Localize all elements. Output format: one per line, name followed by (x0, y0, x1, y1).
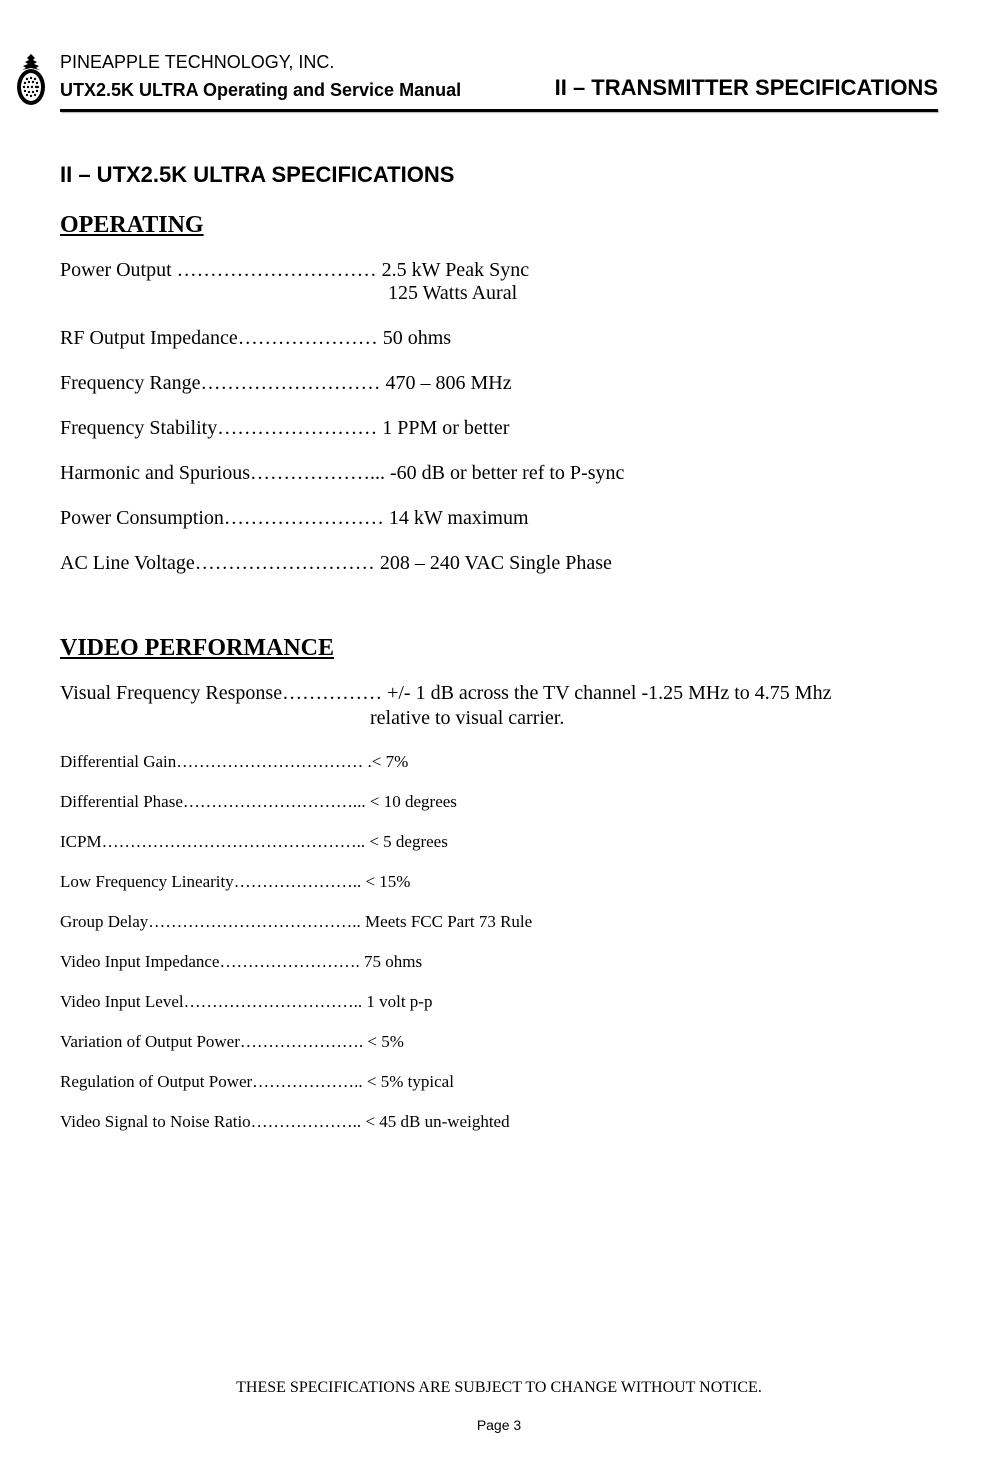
spec-label: Frequency Range……………………… (60, 372, 386, 395)
spec-label: Power Output ………………………… (60, 259, 382, 282)
spec-row: Video Input Level………………………….. 1 volt p-p (60, 992, 938, 1012)
spec-label: Low Frequency Linearity………………….. (60, 872, 365, 892)
main-title: II – UTX2.5K ULTRA SPECIFICATIONS (60, 162, 938, 188)
spec-value-line2: relative to visual carrier. (370, 707, 938, 730)
spec-label: Power Consumption…………………… (60, 507, 389, 530)
spec-label: ICPM……………………………………….. (60, 832, 369, 852)
content-area: II – UTX2.5K ULTRA SPECIFICATIONS OPERAT… (60, 162, 938, 1132)
header-row: UTX2.5K ULTRA Operating and Service Manu… (60, 75, 938, 101)
spec-value: -60 dB or better ref to P-sync (390, 462, 624, 485)
spec-label: AC Line Voltage……………………… (60, 552, 380, 575)
header-divider (60, 109, 938, 112)
spec-label: Differential Phase…………………………... (60, 792, 370, 812)
spec-value: < 5% typical (367, 1072, 454, 1092)
spec-value: 208 – 240 VAC Single Phase (380, 552, 612, 575)
spec-row: Visual Frequency Response…………… +/- 1 dB … (60, 682, 938, 705)
spec-label: Group Delay……………………………….. (60, 912, 365, 932)
spec-value-line2: 125 Watts Aural (388, 282, 938, 305)
spec-value: 14 kW maximum (389, 507, 529, 530)
spec-row: AC Line Voltage……………………… 208 – 240 VAC S… (60, 552, 938, 575)
spec-label: Variation of Output Power…………………. (60, 1032, 367, 1052)
spec-value: < 15% (365, 872, 410, 892)
spec-value: < 10 degrees (370, 792, 457, 812)
spec-row: ICPM……………………………………….. < 5 degrees (60, 832, 938, 852)
spec-label: RF Output Impedance………………… (60, 327, 383, 350)
spec-label: Video Input Level………………………….. (60, 992, 366, 1012)
spec-value: < 5 degrees (369, 832, 448, 852)
spec-label: Video Signal to Noise Ratio……………….. (60, 1112, 365, 1132)
spec-value: 75 ohms (364, 952, 422, 972)
spec-row: Differential Gain…………………………… . < 7% (60, 752, 938, 772)
spec-row: Variation of Output Power…………………. < 5% (60, 1032, 938, 1052)
manual-title: UTX2.5K ULTRA Operating and Service Manu… (60, 80, 461, 101)
spec-row: Frequency Stability…………………… 1 PPM or bet… (60, 417, 938, 440)
spec-label: Visual Frequency Response…………… (60, 682, 387, 705)
spec-value: < 7% (372, 752, 409, 772)
spec-label: Frequency Stability…………………… (60, 417, 382, 440)
spec-label: Differential Gain…………………………… . (60, 752, 372, 772)
video-title: VIDEO PERFORMANCE (60, 635, 938, 662)
spec-value: < 5% (367, 1032, 404, 1052)
spec-value: Meets FCC Part 73 Rule (365, 912, 532, 932)
spec-row: RF Output Impedance………………… 50 ohms (60, 327, 938, 350)
spec-row: Harmonic and Spurious………………... -60 dB or… (60, 462, 938, 485)
footer-note: THESE SPECIFICATIONS ARE SUBJECT TO CHAN… (0, 1379, 998, 1397)
spec-label: Harmonic and Spurious………………... (60, 462, 390, 485)
spec-row: Video Input Impedance……………………. 75 ohms (60, 952, 938, 972)
spec-row: Power Output ………………………… 2.5 kW Peak Sync (60, 259, 938, 282)
spec-value: < 45 dB un-weighted (365, 1112, 509, 1132)
spec-value: 1 volt p-p (366, 992, 432, 1012)
spec-row: Low Frequency Linearity………………….. < 15% (60, 872, 938, 892)
spec-row: Differential Phase…………………………... < 10 deg… (60, 792, 938, 812)
page-header: PINEAPPLE TECHNOLOGY, INC. UTX2.5K ULTRA… (60, 52, 938, 101)
spec-row: Regulation of Output Power……………….. < 5% … (60, 1072, 938, 1092)
spec-row: Video Signal to Noise Ratio……………….. < 45… (60, 1112, 938, 1132)
spec-row: Power Consumption…………………… 14 kW maximum (60, 507, 938, 530)
spec-value: 1 PPM or better (382, 417, 509, 440)
spec-row: Frequency Range……………………… 470 – 806 MHz (60, 372, 938, 395)
spec-value: 2.5 kW Peak Sync (382, 259, 529, 282)
operating-title: OPERATING (60, 212, 938, 239)
spec-label: Regulation of Output Power……………….. (60, 1072, 367, 1092)
section-header: II – TRANSMITTER SPECIFICATIONS (555, 75, 938, 101)
page-number: Page 3 (0, 1417, 998, 1433)
spec-value: +/- 1 dB across the TV channel -1.25 MHz… (387, 682, 831, 705)
spec-value: 470 – 806 MHz (386, 372, 512, 395)
company-name: PINEAPPLE TECHNOLOGY, INC. (60, 52, 938, 73)
company-logo-icon (10, 52, 52, 110)
spec-label: Video Input Impedance……………………. (60, 952, 364, 972)
spec-value: 50 ohms (383, 327, 451, 350)
spec-row: Group Delay……………………………….. Meets FCC Part… (60, 912, 938, 932)
